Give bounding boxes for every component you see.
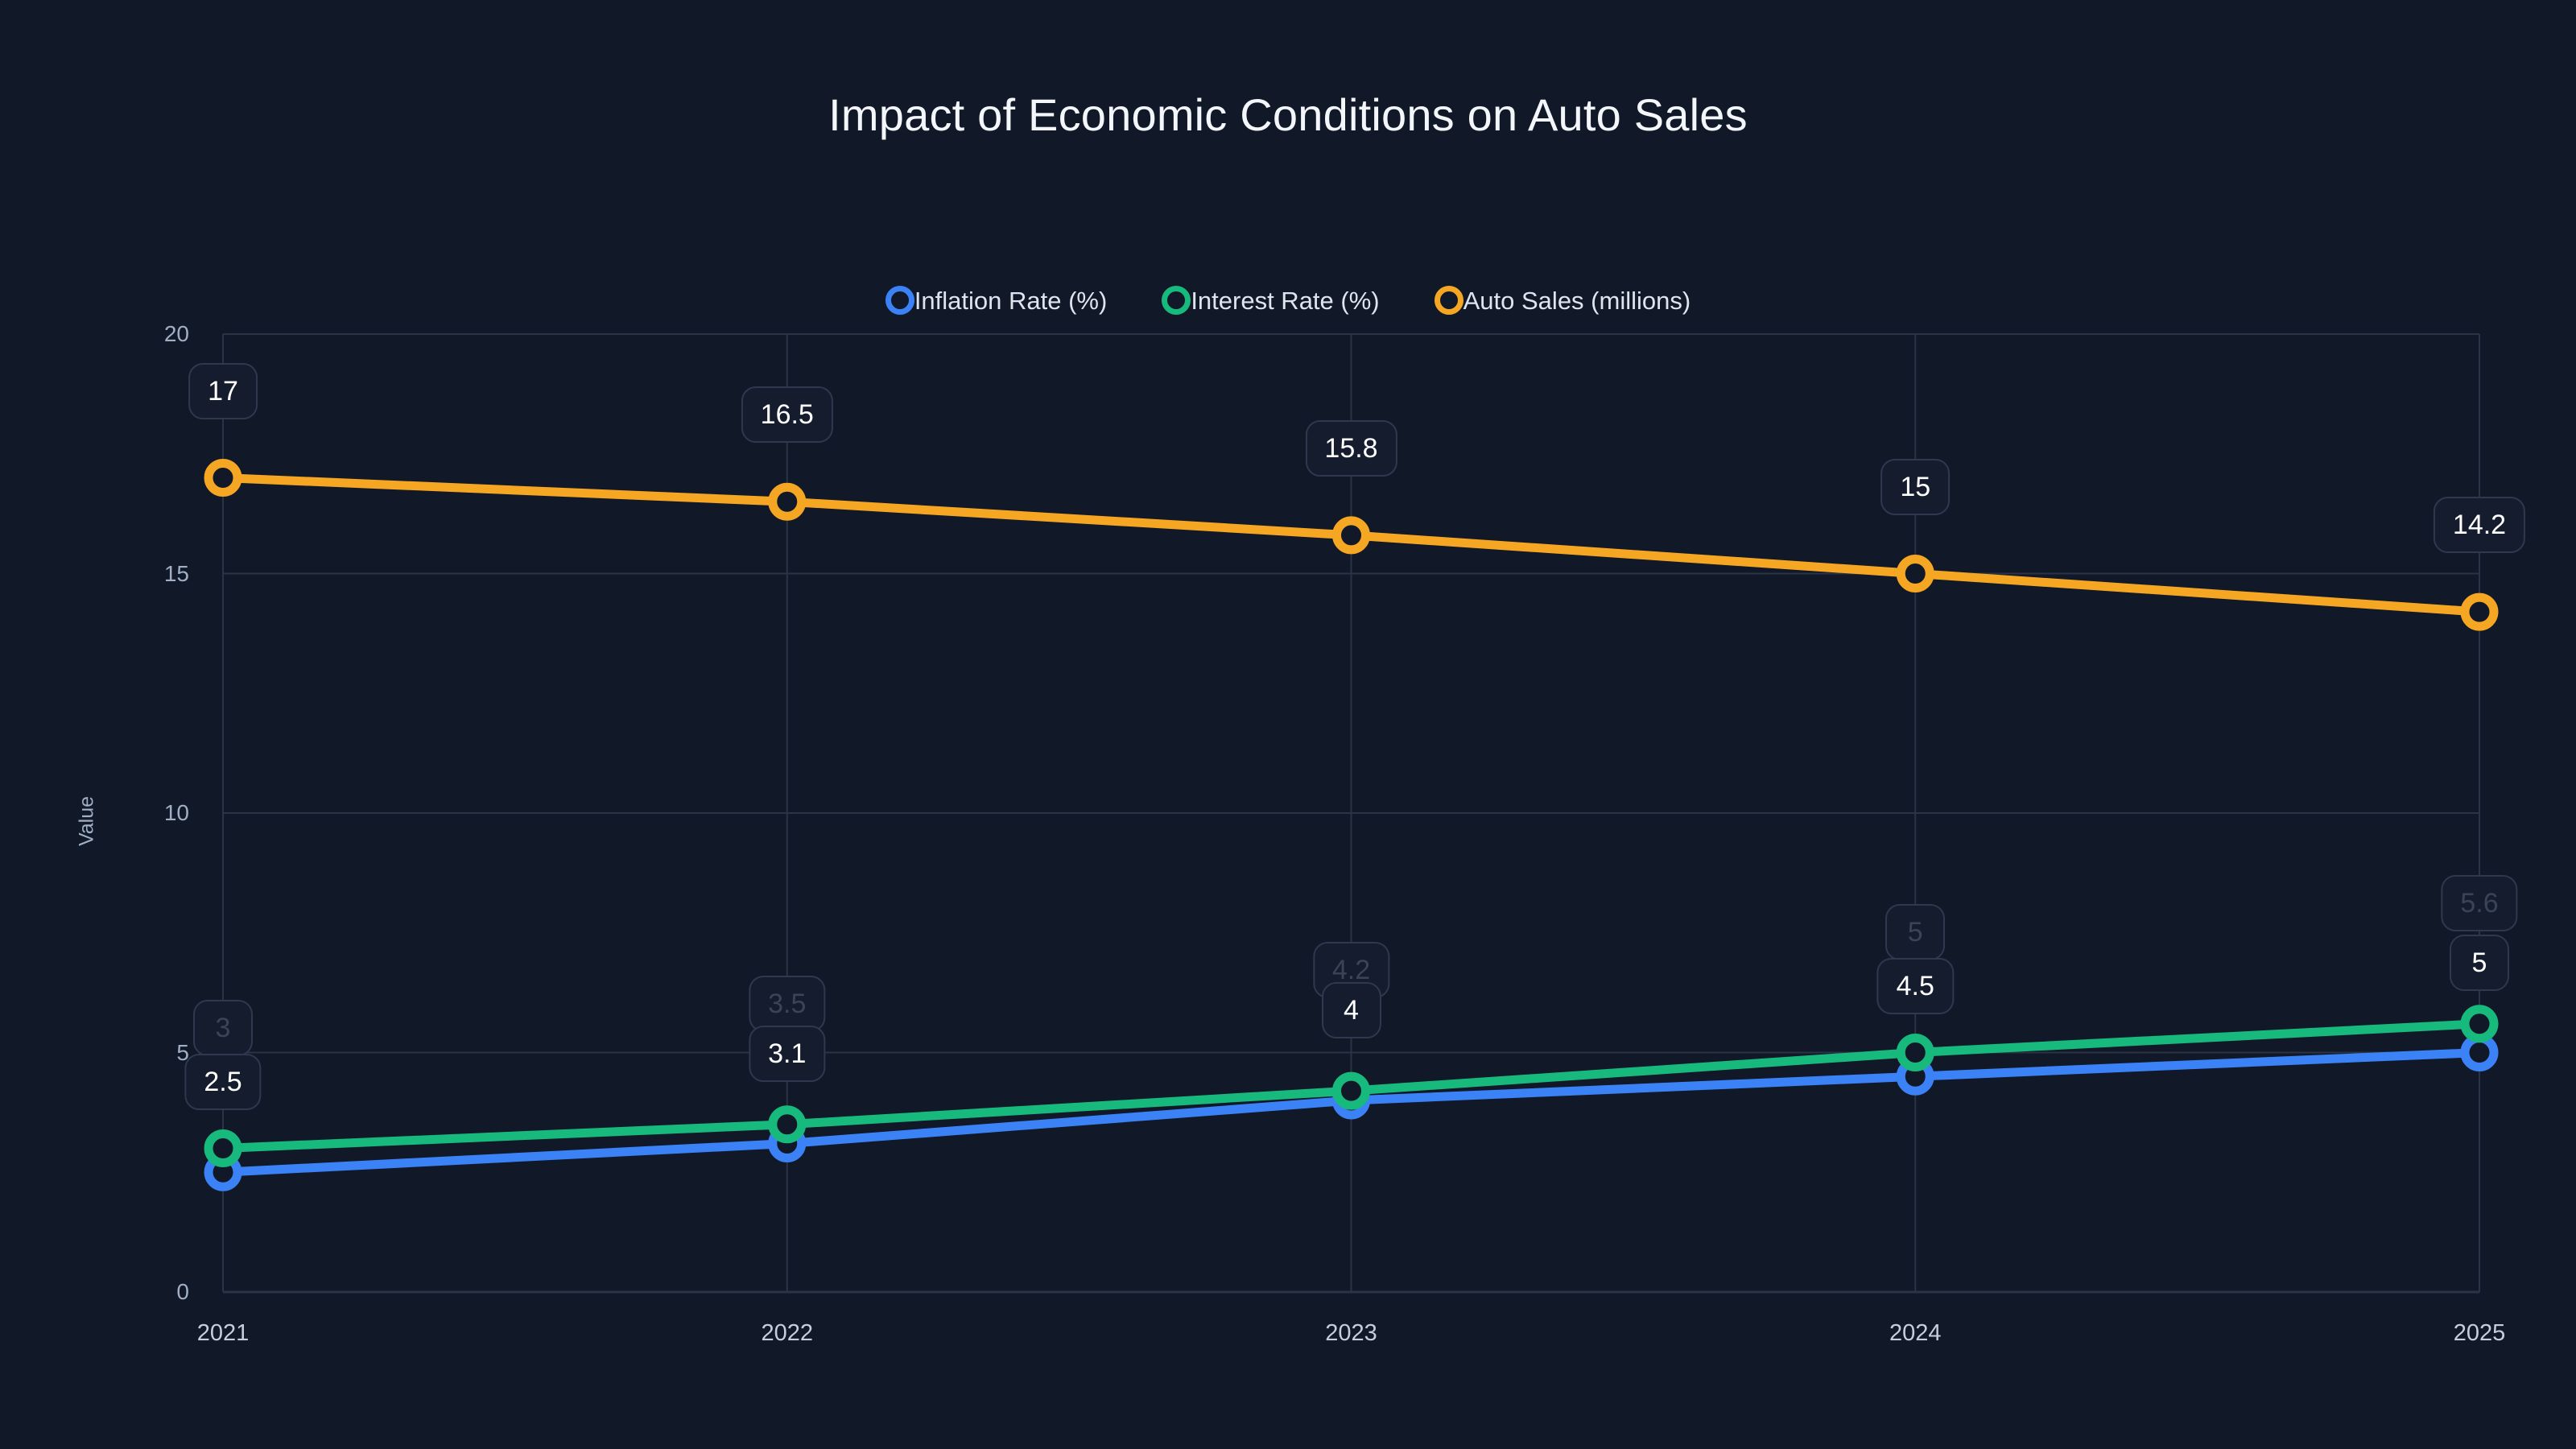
gridlines	[222, 333, 2480, 1294]
data-point-label: 3.1	[749, 1025, 826, 1082]
series-markers	[204, 459, 2499, 1191]
legend-item-inflation-rate[interactable]: Inflation Rate (%)	[885, 286, 1108, 315]
data-point-marker[interactable]	[1896, 555, 1934, 592]
data-point-marker[interactable]	[1332, 1071, 1370, 1110]
data-point-marker[interactable]	[2460, 1005, 2499, 1043]
x-axis-tick-label: 2021	[196, 1320, 250, 1346]
data-point-label: 15	[1880, 458, 1951, 515]
data-point-label: 4	[1321, 982, 1381, 1038]
legend-marker-circle-icon	[1434, 286, 1463, 315]
data-point-label: 16.5	[741, 386, 833, 444]
data-point-label: 3.5	[749, 975, 826, 1032]
x-axis-tick-label: 2022	[761, 1320, 814, 1346]
legend-marker-circle-icon	[885, 286, 914, 315]
y-axis-tick-label: 5	[176, 1039, 189, 1065]
y-axis-tick-label: 15	[163, 560, 189, 586]
legend-marker-circle-icon	[1162, 286, 1191, 315]
data-point-label: 5.6	[2441, 874, 2518, 931]
legend-label-inflation-rate: Inflation Rate (%)	[914, 286, 1108, 315]
data-point-label: 4.5	[1876, 958, 1954, 1015]
data-point-marker[interactable]	[204, 1129, 242, 1167]
data-point-label: 15.8	[1305, 419, 1397, 477]
data-point-label: 17	[188, 362, 258, 419]
chart-title: Impact of Economic Conditions on Auto Sa…	[828, 89, 1748, 140]
chart-legend: Inflation Rate (%) Interest Rate (%) Aut…	[0, 286, 2576, 315]
data-point-marker[interactable]	[2460, 592, 2499, 631]
y-axis-tick-label: 0	[176, 1279, 189, 1304]
x-axis-tick-label: 2024	[1889, 1320, 1942, 1346]
data-point-label: 5	[1885, 903, 1946, 960]
data-point-marker[interactable]	[1332, 516, 1370, 555]
data-point-label: 2.5	[184, 1054, 262, 1111]
x-axis-tick-label: 2023	[1325, 1320, 1377, 1346]
y-axis-tick-label: 10	[163, 800, 189, 825]
data-point-marker[interactable]	[768, 482, 807, 521]
x-axis-tick-label: 2025	[2453, 1320, 2506, 1346]
data-point-marker[interactable]	[204, 459, 242, 497]
data-point-label: 5	[2450, 934, 2509, 991]
data-point-marker[interactable]	[1896, 1034, 1934, 1071]
legend-label-auto-sales: Auto Sales (millions)	[1463, 286, 1691, 315]
data-point-label: 3	[193, 999, 253, 1056]
legend-label-interest-rate: Interest Rate (%)	[1191, 286, 1380, 315]
legend-item-auto-sales[interactable]: Auto Sales (millions)	[1434, 286, 1691, 315]
legend-item-interest-rate[interactable]: Interest Rate (%)	[1162, 286, 1380, 315]
data-point-marker[interactable]	[768, 1105, 807, 1144]
data-point-label: 14.2	[2433, 497, 2526, 554]
y-axis-tick-label: 20	[163, 321, 189, 346]
